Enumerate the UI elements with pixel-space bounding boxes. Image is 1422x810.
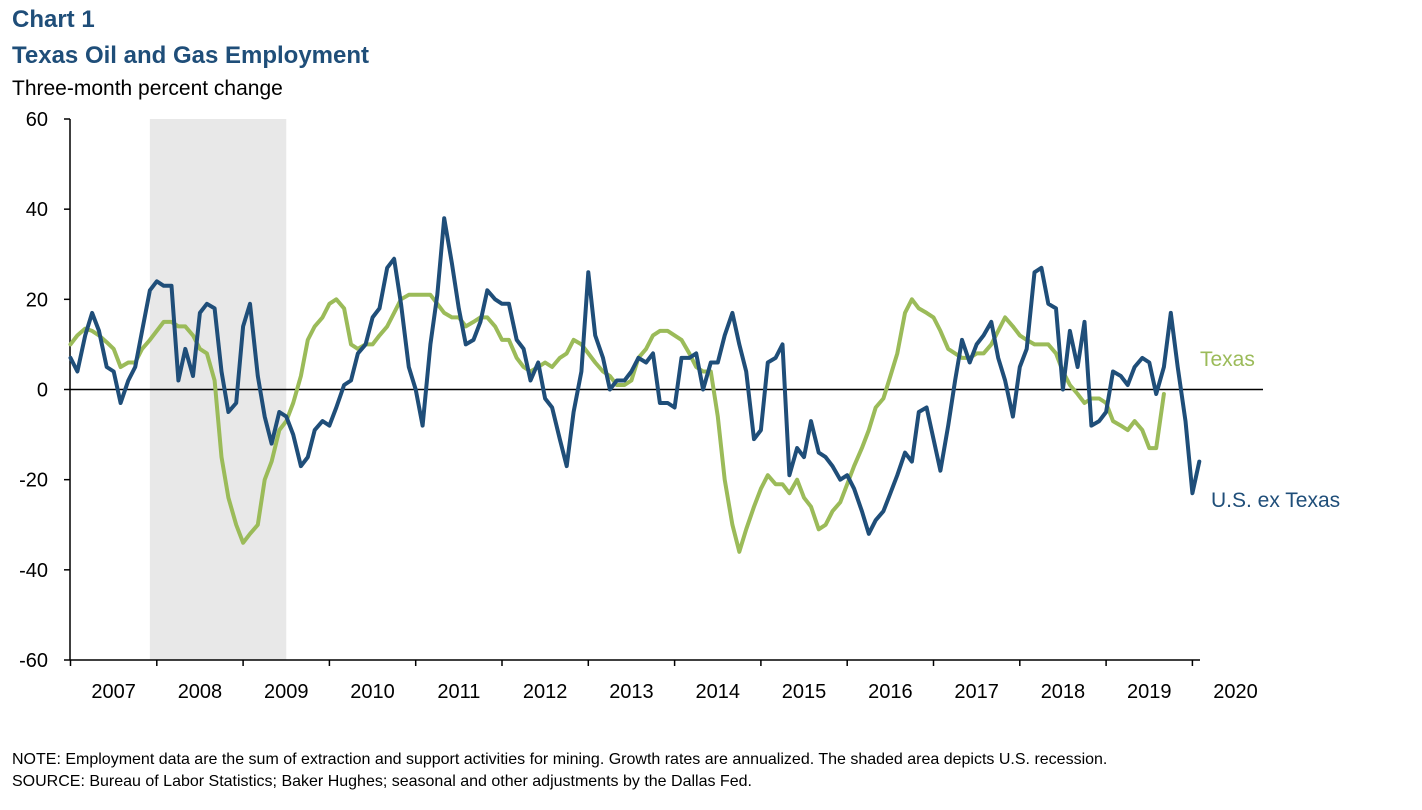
- series-lines: [68, 216, 1202, 554]
- series-line-u-s-ex-texas: [68, 216, 1202, 536]
- y-tick-label: -20: [19, 470, 48, 492]
- x-tick-label: 2018: [1041, 681, 1086, 703]
- series-labels: Texas U.S. ex Texas: [1200, 348, 1340, 512]
- y-tick-label: -40: [19, 560, 48, 582]
- y-tick-label: -60: [19, 650, 48, 672]
- x-tick-label: 2014: [696, 681, 741, 703]
- x-tick-label: 2012: [523, 681, 568, 703]
- series-label-u-s-ex-texas: U.S. ex Texas: [1211, 489, 1340, 512]
- series-line-texas: [68, 292, 1166, 554]
- y-tick-label: 40: [26, 199, 48, 221]
- x-tick-label: 2007: [91, 681, 136, 703]
- x-tick-label: 2019: [1127, 681, 1172, 703]
- x-tick-label: 2020: [1213, 681, 1258, 703]
- x-tick-label: 2016: [868, 681, 913, 703]
- x-tick-label: 2015: [782, 681, 827, 703]
- series-label-texas: Texas: [1200, 348, 1255, 371]
- chart-note: NOTE: Employment data are the sum of ext…: [12, 751, 1108, 768]
- chart-source: SOURCE: Bureau of Labor Statistics; Bake…: [12, 773, 752, 790]
- x-tick-label: 2011: [437, 681, 480, 703]
- x-tick-label: 2017: [954, 681, 999, 703]
- y-tick-label: 20: [26, 289, 48, 311]
- x-tick-label: 2009: [264, 681, 309, 703]
- x-tick-label: 2010: [350, 681, 395, 703]
- y-tick-label: 0: [37, 380, 48, 402]
- chart-number: Chart 1: [12, 6, 95, 33]
- chart-subtitle: Three-month percent change: [12, 77, 283, 100]
- x-tick-label: 2008: [178, 681, 223, 703]
- y-tick-label: 60: [26, 109, 48, 131]
- chart-title: Texas Oil and Gas Employment: [12, 42, 369, 69]
- x-tick-label: 2013: [609, 681, 654, 703]
